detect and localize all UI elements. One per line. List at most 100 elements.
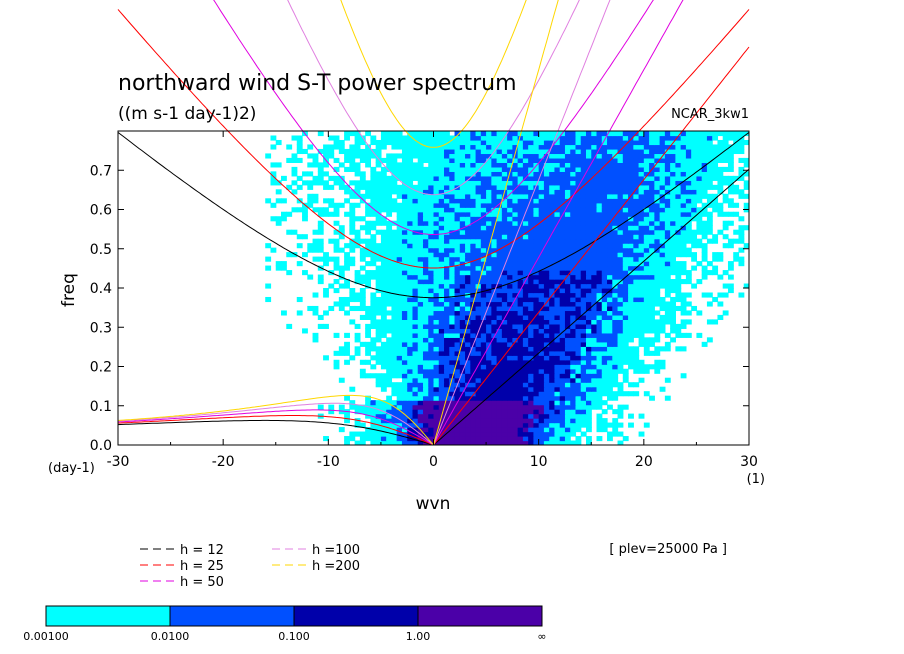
- power-cell: [444, 184, 450, 190]
- power-cell: [275, 139, 282, 146]
- power-cell: [401, 274, 408, 280]
- power-cell: [323, 207, 329, 213]
- power-cell: [438, 270, 445, 276]
- power-cell: [512, 400, 519, 406]
- power-cell: [554, 198, 561, 204]
- power-cell: [664, 175, 671, 181]
- power-cell: [649, 274, 655, 280]
- power-cell: [428, 279, 435, 285]
- power-cell: [580, 193, 587, 199]
- power-cell: [654, 184, 661, 190]
- power-cell: [370, 346, 377, 352]
- power-cell: [696, 189, 703, 195]
- power-cell: [549, 247, 556, 253]
- power-cell: [543, 418, 550, 424]
- power-cell: [296, 175, 303, 181]
- power-cell: [507, 400, 513, 406]
- power-cell: [675, 135, 682, 141]
- power-cell: [512, 207, 519, 213]
- power-cell: [407, 288, 414, 294]
- power-cell: [638, 247, 645, 253]
- power-cell: [596, 198, 603, 204]
- power-cell: [585, 229, 592, 235]
- power-cell: [412, 288, 419, 294]
- power-cell: [370, 296, 377, 303]
- power-cell: [591, 400, 598, 406]
- power-cell: [386, 377, 393, 383]
- power-cell: [712, 135, 719, 141]
- power-cell: [601, 288, 608, 294]
- power-cell: [501, 229, 508, 235]
- power-cell: [486, 440, 492, 445]
- power-cell: [501, 409, 508, 415]
- power-cell: [622, 265, 629, 271]
- power-cell: [654, 216, 661, 222]
- power-cell: [517, 220, 524, 226]
- power-cell: [491, 171, 498, 177]
- power-cell: [580, 135, 587, 141]
- power-cell: [333, 229, 340, 235]
- power-cell: [696, 261, 703, 267]
- colorbar-label: 0.0100: [151, 630, 190, 643]
- power-cell: [591, 337, 598, 343]
- power-cell: [696, 148, 703, 155]
- power-cell: [512, 328, 519, 334]
- power-cell: [396, 247, 403, 253]
- power-cell: [344, 261, 350, 267]
- power-cell: [607, 261, 613, 267]
- power-cell: [480, 368, 487, 374]
- power-cell: [491, 153, 498, 159]
- power-cell: [412, 207, 419, 213]
- power-cell: [533, 283, 540, 289]
- power-cell: [591, 341, 598, 347]
- power-cell: [359, 404, 366, 410]
- power-cell: [549, 162, 556, 168]
- power-cell: [370, 153, 377, 159]
- power-cell: [401, 283, 408, 289]
- power-cell: [470, 328, 477, 334]
- power-cell: [675, 166, 682, 172]
- power-cell: [712, 175, 719, 181]
- power-cell: [601, 216, 608, 222]
- power-cell: [359, 216, 366, 222]
- power-cell: [475, 341, 482, 347]
- power-cell: [633, 256, 640, 262]
- power-cell: [559, 171, 566, 177]
- power-cell: [391, 301, 398, 307]
- power-cell: [475, 184, 482, 190]
- power-cell: [375, 144, 382, 150]
- power-cell: [643, 229, 650, 235]
- power-cell: [533, 211, 540, 217]
- power-cell: [338, 346, 345, 352]
- power-cell: [649, 189, 655, 195]
- power-cell: [459, 234, 466, 240]
- power-cell: [396, 274, 403, 280]
- power-cell: [333, 135, 340, 141]
- power-cell: [459, 139, 466, 146]
- power-cell: [580, 148, 587, 155]
- power-cell: [522, 332, 529, 338]
- power-cell: [617, 238, 624, 244]
- power-cell: [522, 413, 529, 419]
- power-cell: [375, 202, 382, 208]
- power-cell: [638, 184, 645, 190]
- power-cell: [601, 346, 608, 352]
- power-cell: [554, 377, 561, 383]
- power-cell: [654, 234, 661, 240]
- power-cell: [517, 171, 524, 177]
- power-cell: [607, 247, 613, 253]
- power-cell: [564, 193, 571, 199]
- power-cell: [575, 252, 582, 258]
- power-cell: [607, 319, 613, 325]
- power-cell: [459, 229, 466, 235]
- power-cell: [622, 391, 629, 397]
- power-cell: [585, 153, 592, 159]
- power-cell: [401, 252, 408, 258]
- power-cell: [596, 180, 603, 186]
- power-cell: [507, 355, 513, 361]
- power-cell: [706, 144, 713, 150]
- power-cell: [454, 301, 461, 307]
- power-cell: [417, 144, 424, 150]
- power-cell: [459, 198, 466, 204]
- power-cell: [407, 301, 414, 307]
